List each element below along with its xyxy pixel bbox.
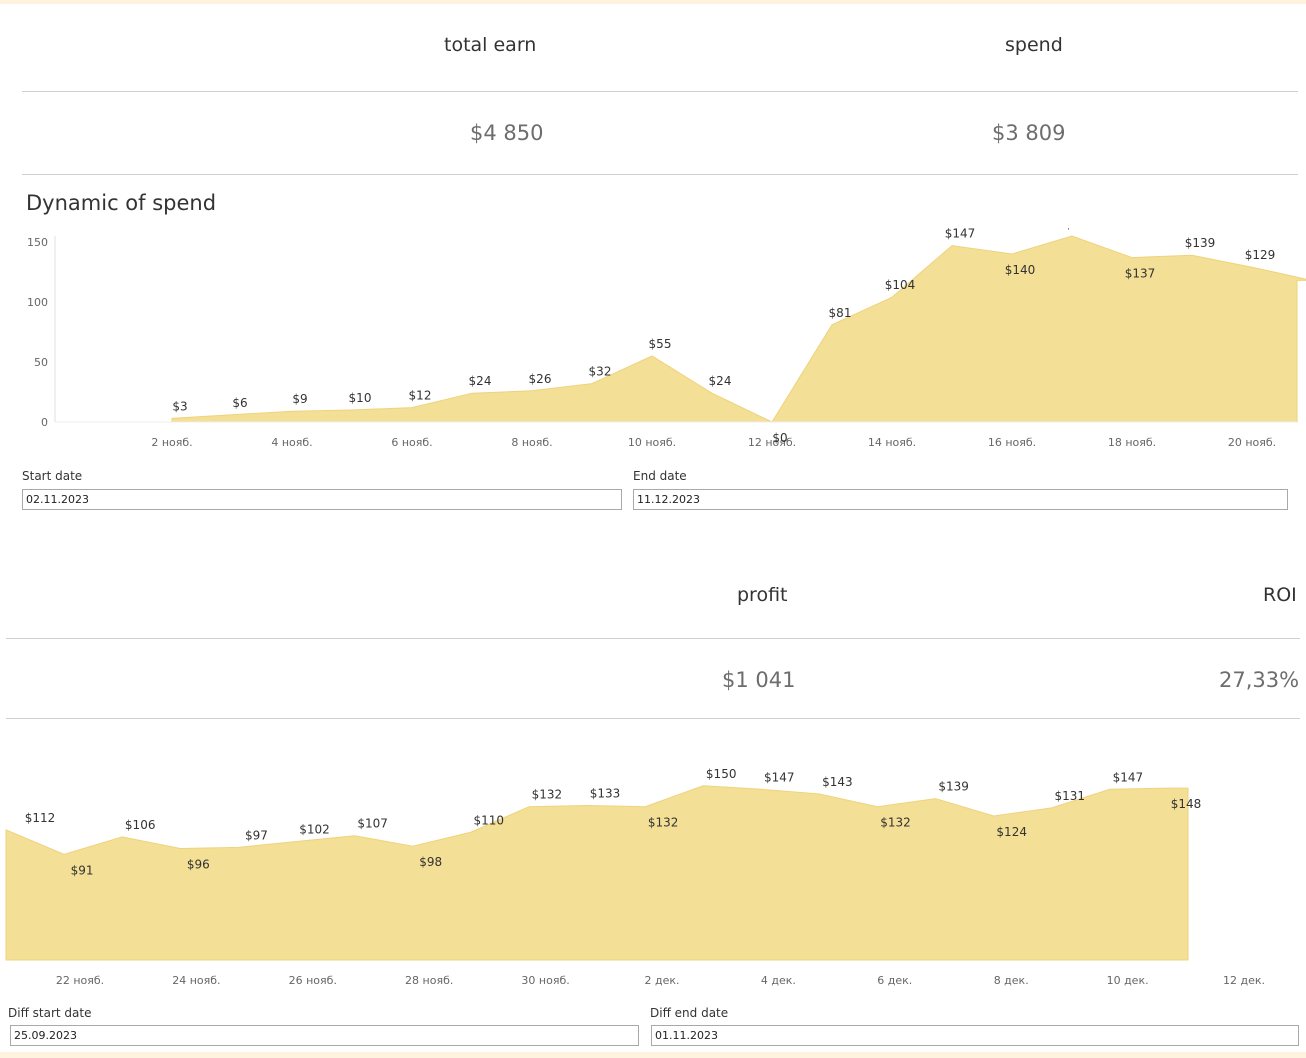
spend-area-chart: 0 50 100 150 2 нояб. 4 нояб. 6 нояб. 8 нояб. 10 … — [27, 228, 1306, 449]
end-date-label: End date — [633, 469, 687, 483]
x-tick-label: 14 нояб. — [868, 436, 916, 449]
diff-end-date-label: Diff end date — [650, 1006, 729, 1020]
data-label: $147 — [764, 770, 795, 784]
data-label: $98 — [419, 855, 442, 869]
bottom-strip — [0, 1052, 1306, 1058]
data-label: $133 — [590, 787, 621, 801]
spend-label: spend — [1005, 34, 1063, 56]
data-label: $24 — [469, 374, 492, 388]
data-label: $143 — [822, 775, 853, 789]
profit-value: $1 041 — [722, 668, 796, 692]
x-tick-label: 4 дек. — [761, 974, 796, 987]
x-tick-label: 10 дек. — [1107, 974, 1149, 987]
data-label: $139 — [1185, 236, 1216, 250]
data-label: $110 — [474, 813, 505, 827]
x-tick-label: 6 дек. — [877, 974, 912, 987]
total-earn-value: $4 850 — [470, 121, 544, 145]
x-tick-label: 2 нояб. — [151, 436, 192, 449]
data-label: $132 — [532, 788, 563, 802]
data-label: $147 — [945, 228, 976, 241]
data-label: $6 — [232, 396, 247, 410]
x-tick-label: 26 нояб. — [289, 974, 337, 987]
profit-label: profit — [737, 584, 788, 606]
data-label: $12 — [409, 389, 432, 403]
data-label: $132 — [880, 816, 911, 830]
data-label: $148 — [1171, 797, 1202, 811]
data-label: $137 — [1125, 267, 1156, 281]
data-label: $32 — [589, 365, 612, 379]
x-tick-label: 12 дек. — [1223, 974, 1265, 987]
data-label: $155 — [1065, 228, 1096, 231]
data-label: $132 — [648, 816, 679, 830]
y-tick-label: 50 — [34, 356, 48, 369]
data-label: $96 — [187, 858, 210, 872]
start-date-input[interactable]: 02.11.2023 — [22, 489, 622, 510]
data-label: $150 — [706, 767, 737, 781]
data-label: $107 — [357, 817, 388, 831]
profit-value-divider — [6, 718, 1300, 719]
top-strip — [0, 0, 1306, 4]
roi-value: 27,33% — [1219, 668, 1300, 692]
data-label: $3 — [172, 399, 187, 413]
roi-label: ROI — [1263, 584, 1297, 606]
x-tick-label: 24 нояб. — [172, 974, 220, 987]
data-label: $102 — [299, 823, 330, 837]
data-label: $131 — [1055, 789, 1086, 803]
y-tick-label: 100 — [27, 296, 48, 309]
data-label: $91 — [71, 863, 94, 877]
data-label: $129 — [1245, 248, 1276, 262]
data-label: $26 — [529, 372, 552, 386]
data-label: $81 — [829, 306, 852, 320]
end-date-input[interactable]: 11.12.2023 — [633, 489, 1288, 510]
x-tick-label: 30 нояб. — [521, 974, 569, 987]
data-label: $10 — [349, 391, 372, 405]
x-tick-label: 22 нояб. — [56, 974, 104, 987]
kpi-value-divider — [22, 174, 1298, 175]
diff-area-chart: 22 нояб. 24 нояб. 26 нояб. 28 нояб. 30 нояб.… — [5, 767, 1265, 987]
data-label: $106 — [125, 818, 156, 832]
data-label: $104 — [885, 278, 916, 292]
data-label: $55 — [649, 337, 672, 351]
total-earn-label: total earn — [444, 34, 537, 56]
x-tick-label: 18 нояб. — [1108, 436, 1156, 449]
data-label: $140 — [1005, 263, 1036, 277]
diff-end-date-input[interactable]: 01.11.2023 — [651, 1025, 1299, 1046]
data-label: $139 — [938, 780, 969, 794]
x-tick-label: 28 нояб. — [405, 974, 453, 987]
x-tick-label: 10 нояб. — [628, 436, 676, 449]
spend-value: $3 809 — [992, 121, 1066, 145]
x-tick-label: 2 дек. — [644, 974, 679, 987]
spend-area — [171, 235, 1306, 423]
y-tick-label: 150 — [27, 236, 48, 249]
x-tick-label: 8 нояб. — [511, 436, 552, 449]
data-label: $9 — [292, 392, 307, 406]
x-tick-label: 6 нояб. — [391, 436, 432, 449]
data-label: $112 — [25, 811, 56, 825]
x-tick-label: 16 нояб. — [988, 436, 1036, 449]
data-label: $0 — [772, 431, 787, 445]
diff-start-date-input[interactable]: 25.09.2023 — [10, 1025, 639, 1046]
start-date-label: Start date — [22, 469, 83, 483]
x-tick-label: 20 нояб. — [1228, 436, 1276, 449]
data-label: $97 — [245, 828, 268, 842]
chart-title: Dynamic of spend — [26, 191, 217, 215]
x-tick-label: 12 нояб. — [748, 436, 796, 449]
x-tick-label: 4 нояб. — [271, 436, 312, 449]
x-tick-label: 8 дек. — [994, 974, 1029, 987]
diff-area — [5, 785, 1189, 961]
y-tick-label: 0 — [41, 416, 48, 429]
data-label: $24 — [709, 374, 732, 388]
data-label: $124 — [996, 825, 1027, 839]
data-label: $147 — [1113, 770, 1144, 784]
diff-start-date-label: Diff start date — [8, 1006, 92, 1020]
profit-header-divider — [6, 638, 1300, 639]
kpi-header-divider — [22, 91, 1298, 92]
